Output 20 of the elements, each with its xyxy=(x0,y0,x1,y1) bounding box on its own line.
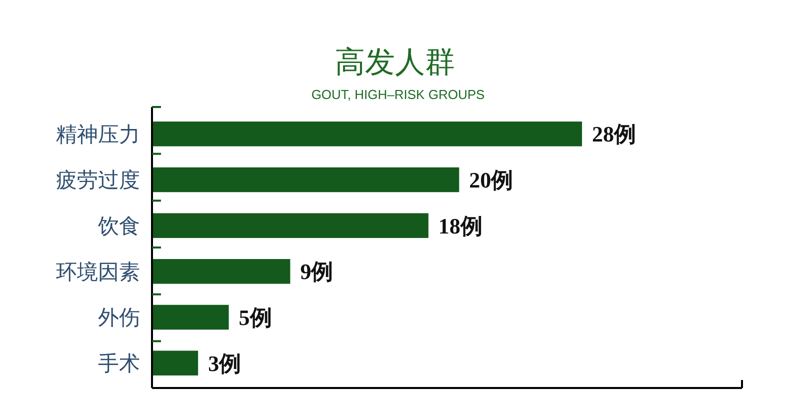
bar xyxy=(152,350,198,376)
y-tick-label: 疲劳过度 xyxy=(56,168,140,192)
bar xyxy=(152,259,290,284)
data-label: 3例 xyxy=(208,350,242,376)
data-label: 28例 xyxy=(592,122,636,147)
y-tick-label: 饮食 xyxy=(97,214,140,238)
y-tick-label: 手术 xyxy=(98,351,140,376)
data-label: 5例 xyxy=(238,304,272,330)
data-label: 18例 xyxy=(438,213,482,238)
data-label: 20例 xyxy=(469,167,514,192)
y-tick-label: 外伤 xyxy=(98,306,140,330)
bar xyxy=(152,304,229,330)
y-tick-label: 环境因素 xyxy=(56,260,140,284)
bar xyxy=(152,122,582,146)
chart-subtitle: GOUT, HIGH–RISK GROUPS xyxy=(311,87,485,102)
y-tick-label: 精神压力 xyxy=(56,122,140,146)
bar xyxy=(152,213,428,238)
chart-title: 高发人群 xyxy=(335,45,455,80)
data-label: 9例 xyxy=(300,259,334,284)
bar xyxy=(152,167,460,192)
